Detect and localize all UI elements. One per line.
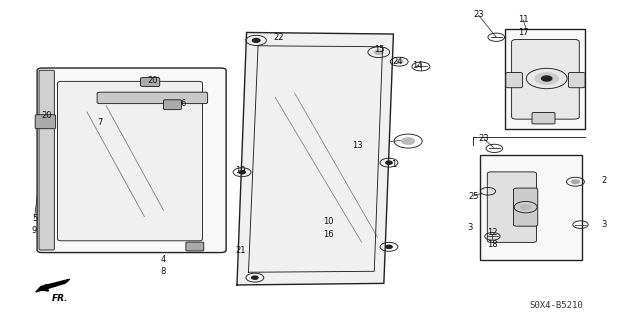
Text: 1: 1 (391, 160, 396, 169)
FancyBboxPatch shape (487, 172, 536, 242)
FancyBboxPatch shape (479, 155, 582, 260)
Polygon shape (237, 33, 394, 285)
Polygon shape (36, 279, 70, 292)
Circle shape (374, 50, 383, 54)
Text: 4: 4 (161, 255, 166, 264)
Text: 10: 10 (323, 217, 333, 226)
Text: 7: 7 (97, 118, 102, 128)
Text: 5: 5 (32, 214, 37, 223)
Text: 21: 21 (235, 247, 245, 256)
Text: 23: 23 (479, 134, 490, 143)
Text: 20: 20 (147, 76, 158, 85)
Text: 2: 2 (602, 176, 607, 185)
FancyBboxPatch shape (532, 113, 555, 124)
Circle shape (252, 276, 258, 279)
Text: 9: 9 (32, 226, 37, 235)
FancyBboxPatch shape (35, 115, 56, 129)
FancyBboxPatch shape (186, 242, 204, 251)
Text: 18: 18 (487, 240, 498, 249)
Text: 16: 16 (323, 230, 333, 239)
Text: 23: 23 (473, 11, 484, 19)
Text: 13: 13 (352, 141, 362, 150)
Circle shape (386, 161, 392, 164)
FancyBboxPatch shape (164, 100, 181, 110)
Text: S0X4-B5210: S0X4-B5210 (529, 301, 583, 310)
FancyBboxPatch shape (58, 81, 202, 241)
Circle shape (572, 180, 579, 184)
Text: 3: 3 (467, 223, 473, 232)
Text: 20: 20 (42, 111, 52, 120)
Text: 24: 24 (392, 56, 403, 65)
Text: 3: 3 (602, 220, 607, 229)
Text: 11: 11 (518, 15, 529, 24)
FancyBboxPatch shape (506, 72, 522, 88)
Circle shape (386, 245, 392, 249)
Text: 8: 8 (161, 267, 166, 276)
FancyBboxPatch shape (141, 78, 160, 86)
FancyBboxPatch shape (97, 92, 207, 104)
Text: FR.: FR. (52, 294, 68, 303)
Text: 15: 15 (374, 45, 385, 55)
Text: 17: 17 (518, 28, 529, 37)
Text: 6: 6 (180, 100, 186, 108)
FancyBboxPatch shape (505, 29, 585, 129)
Circle shape (520, 204, 531, 210)
Circle shape (396, 60, 403, 63)
Text: 14: 14 (412, 61, 422, 70)
Circle shape (252, 39, 260, 42)
FancyBboxPatch shape (37, 68, 226, 253)
Circle shape (535, 73, 558, 84)
FancyBboxPatch shape (39, 70, 54, 250)
Text: 19: 19 (235, 166, 245, 175)
Text: 25: 25 (468, 191, 479, 201)
FancyBboxPatch shape (513, 188, 538, 226)
Text: 12: 12 (487, 228, 498, 237)
Circle shape (239, 171, 245, 174)
Circle shape (541, 76, 552, 81)
FancyBboxPatch shape (568, 72, 585, 88)
Text: 22: 22 (273, 33, 284, 42)
Circle shape (402, 138, 415, 144)
FancyBboxPatch shape (511, 40, 579, 119)
